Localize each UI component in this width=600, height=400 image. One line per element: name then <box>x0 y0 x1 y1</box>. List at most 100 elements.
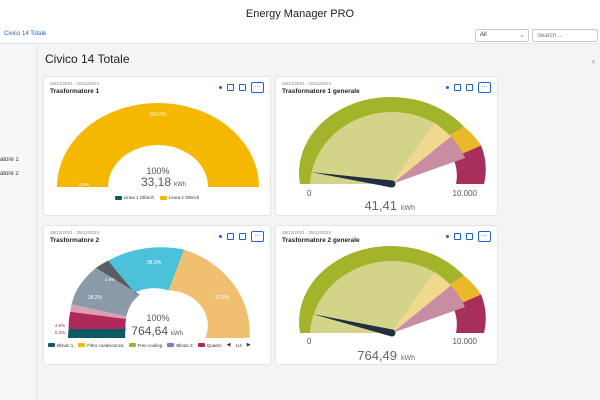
card-trasformatore-1-generale: 28/12/2024 - 29/12/2024 Trasformatore 1 … <box>275 76 498 216</box>
gauge-inner-olive <box>310 260 435 333</box>
legend-label: Blindo 1 <box>57 342 74 348</box>
slice-label: 32.6% <box>215 295 230 301</box>
gauge-inner-pink <box>392 136 465 184</box>
search-input[interactable] <box>532 29 598 42</box>
chart-view-icon[interactable] <box>239 84 246 91</box>
gauge-needle-pointer <box>311 172 393 188</box>
donut-slice-18-2 <box>76 267 140 313</box>
gauge-unit: kWh <box>171 331 183 337</box>
gauge-value: 41,41 <box>364 198 397 213</box>
legend-swatch <box>48 343 55 347</box>
status-dot-icon <box>446 86 449 89</box>
card-title: Trasformatore 2 generale <box>282 237 360 244</box>
sidebar: atore 1 atore 2 <box>0 45 37 400</box>
gauge-needle-pointer <box>312 314 393 337</box>
donut-slice-linea-2 <box>57 103 259 187</box>
slice-label: 38.3% <box>147 260 162 266</box>
slice-label: 18.2% <box>88 295 103 301</box>
legend-pager: 1/4 <box>235 342 242 348</box>
filter-select[interactable]: All ⌄ <box>475 29 529 42</box>
slice-label: 1.6% <box>105 277 115 282</box>
legend-swatch <box>197 343 205 347</box>
legend-item[interactable]: Blindo 2 <box>167 342 193 348</box>
more-options-button[interactable]: … <box>251 231 264 242</box>
chart-view-icon[interactable] <box>466 84 473 91</box>
legend-item[interactable]: Linea 2 Olbrich <box>160 195 199 200</box>
more-options-button[interactable]: … <box>478 82 491 93</box>
gauge-percent: 100% <box>146 166 169 176</box>
donut-slice-1-6 <box>95 260 140 295</box>
card-trasformatore-2: 28/12/2024 - 29/12/2024 Trasformatore 2 … <box>43 225 271 365</box>
gauge-max-label: 10.000 <box>453 189 478 198</box>
card-title: Trasformatore 1 generale <box>282 88 360 95</box>
chart-view-icon[interactable] <box>239 233 246 240</box>
legend-item[interactable]: Free cooling <box>128 342 163 348</box>
status-dot-icon <box>219 86 222 89</box>
gauge-max-label: 10.000 <box>453 337 478 346</box>
status-dot-icon <box>219 235 222 238</box>
grid-view-icon[interactable] <box>227 233 234 240</box>
legend-next-icon[interactable]: ▶ <box>246 342 251 348</box>
legend-item[interactable]: Blindo 1 <box>48 343 73 348</box>
status-dot-icon <box>446 235 449 238</box>
legend-swatch <box>78 343 86 347</box>
gauge-value: 764,49 <box>357 348 397 363</box>
gauge-unit: kWh <box>174 182 186 188</box>
legend-swatch <box>128 343 136 347</box>
sidebar-item-trasformatore-2[interactable]: atore 2 <box>0 171 19 177</box>
legend-label: Linea 1 Olbrich <box>123 195 154 200</box>
legend-item[interactable]: Linea 1 Olbrich <box>114 195 154 200</box>
grid-view-icon[interactable] <box>454 84 461 91</box>
card-date: 28/12/2024 - 29/12/2024 <box>282 81 332 86</box>
gauge-value: 33,18 <box>141 175 171 189</box>
card-date: 28/12/2024 - 29/12/2024 <box>50 230 100 235</box>
card-toolbar: … <box>219 82 264 93</box>
chevron-left-icon[interactable]: ‹ <box>592 56 595 66</box>
legend-label: Filtro coalescenza <box>87 342 124 348</box>
gauge-inner-yellow <box>392 122 451 184</box>
sidebar-item-trasformatore-1[interactable]: atore 1 <box>0 157 19 163</box>
legend-item[interactable]: Filtro coalescenza <box>78 342 124 348</box>
grid-view-icon[interactable] <box>454 233 461 240</box>
filter-select-value: All <box>480 32 487 38</box>
donut-slice-1-7 <box>70 304 127 319</box>
gauge-inner-yellow <box>392 271 451 333</box>
more-options-button[interactable]: … <box>251 82 264 93</box>
legend-swatch <box>160 195 167 200</box>
slice-label: 0.0% <box>79 182 89 187</box>
chart-legend: Blindo 1 Filtro coalescenza Free cooling… <box>48 342 251 348</box>
legend-label: Linea 2 Olbrich <box>169 195 200 200</box>
card-trasformatore-1: 28/12/2024 - 29/12/2024 Trasformatore 1 … <box>43 76 271 216</box>
gauge-unit: kWh <box>401 355 415 362</box>
legend-prev-icon[interactable]: ◀ <box>226 342 231 348</box>
chart-legend: Linea 1 Olbrich Linea 2 Olbrich <box>44 195 270 200</box>
slice-label: 100.0% <box>150 112 168 118</box>
card-toolbar: … <box>446 231 491 242</box>
slice-label: 4.5% <box>55 323 65 328</box>
grid-view-icon[interactable] <box>227 84 234 91</box>
gauge-needle-hub <box>388 329 396 337</box>
card-date: 28/12/2024 - 29/12/2024 <box>282 230 332 235</box>
breadcrumb[interactable]: Civico 14 Totale <box>4 31 47 37</box>
slice-label: 1.7% <box>55 316 65 321</box>
donut-slice-4-5 <box>68 311 126 329</box>
donut-slice-0-3 <box>68 329 126 338</box>
gauge-min-label: 0 <box>307 189 312 198</box>
gauge-min-label: 0 <box>307 337 312 346</box>
chevron-down-icon: ⌄ <box>519 32 525 39</box>
legend-label: Free cooling <box>137 342 163 348</box>
more-options-button[interactable]: … <box>478 231 491 242</box>
card-toolbar: … <box>446 82 491 93</box>
card-toolbar: … <box>219 231 264 242</box>
donut-slice-18-2-lower <box>71 290 128 317</box>
gauge-needle <box>312 314 396 337</box>
chart-view-icon[interactable] <box>466 233 473 240</box>
gauge-percent: 100% <box>146 313 169 323</box>
gauge-needle <box>311 172 396 188</box>
legend-item[interactable]: Quadro <box>197 342 222 348</box>
gauge-value: 764,64 <box>131 324 168 338</box>
legend-label: Blindo 2 <box>176 342 193 348</box>
sub-toolbar: Civico 14 Totale All ⌄ <box>0 28 600 44</box>
legend-label: Quadro <box>206 342 222 348</box>
page-title: Civico 14 Totale <box>45 52 130 66</box>
